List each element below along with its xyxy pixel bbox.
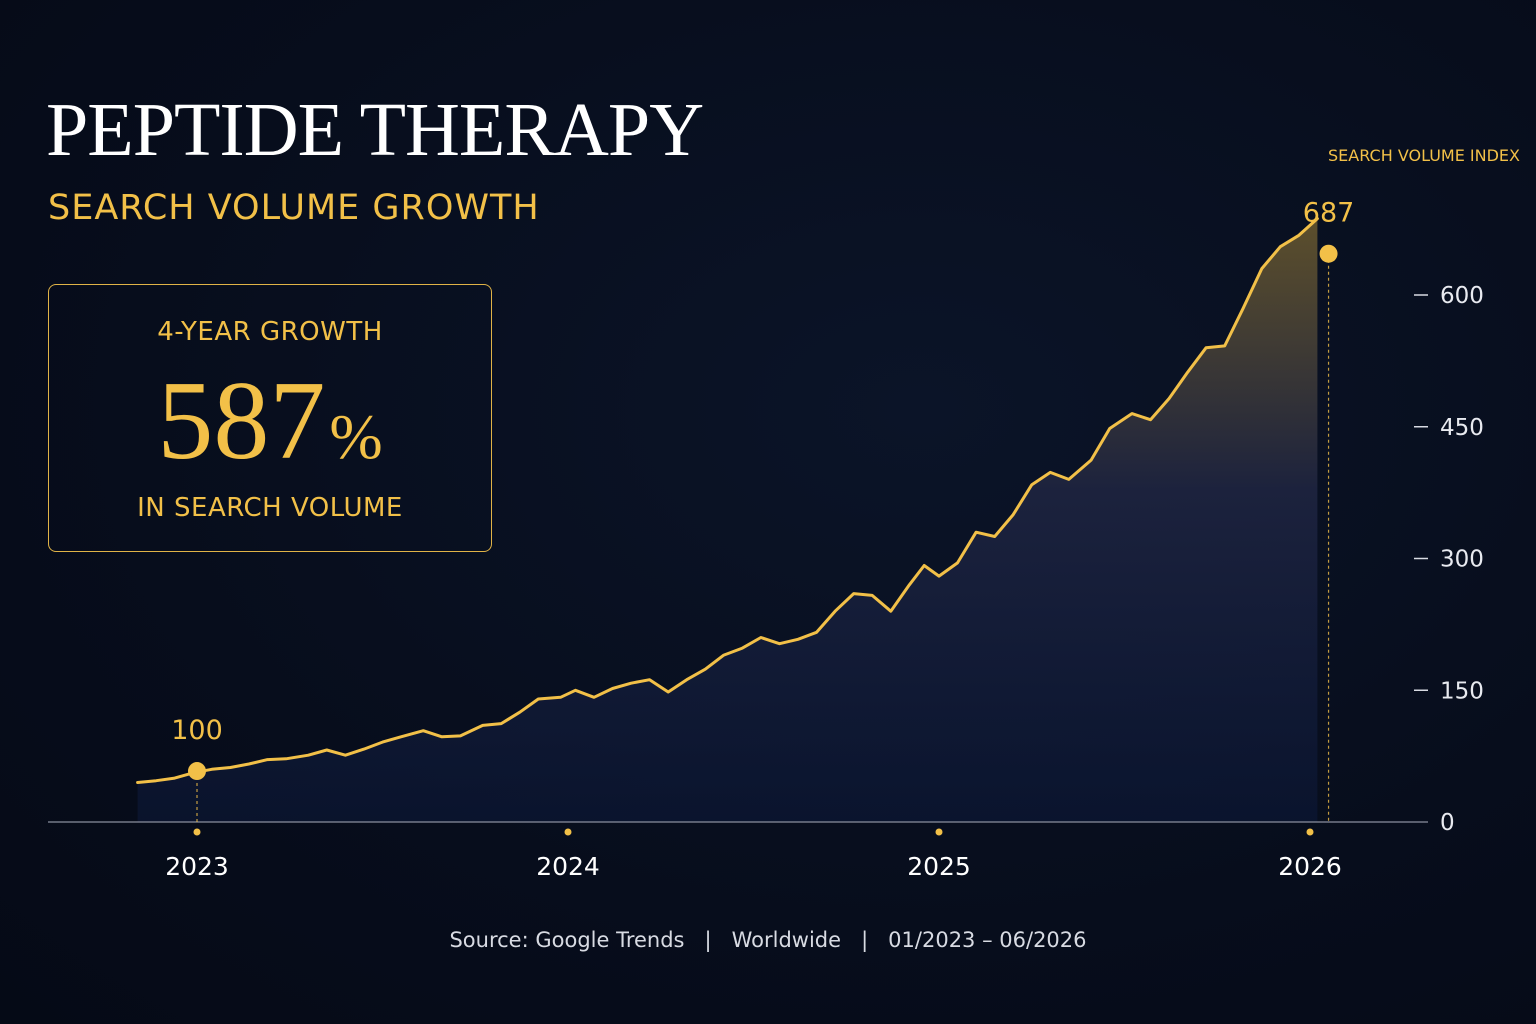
x-tick-label: 2024 — [536, 852, 600, 881]
start-value-label: 100 — [171, 715, 223, 746]
kpi-label: 4-YEAR GROWTH — [157, 317, 383, 347]
x-tick-dot — [1306, 828, 1314, 836]
kpi-unit: % — [329, 401, 383, 472]
y-tick-label: 150 — [1440, 678, 1484, 704]
y-tick-label: 600 — [1440, 283, 1484, 309]
x-tick-dot — [935, 828, 943, 836]
x-tick-dot — [193, 828, 201, 836]
y-tick-label: 0 — [1440, 810, 1455, 836]
annotation-point — [188, 762, 206, 781]
growth-kpi-card: 4-YEAR GROWTH 587% IN SEARCH VOLUME — [48, 284, 492, 552]
x-tick-label: 2026 — [1278, 852, 1342, 881]
kpi-sublabel: IN SEARCH VOLUME — [137, 493, 403, 523]
kpi-value: 587% — [49, 365, 491, 477]
source-note: Source: Google Trends | Worldwide | 01/2… — [449, 928, 1087, 952]
page-subtitle: SEARCH VOLUME GROWTH — [48, 188, 540, 228]
x-tick-label: 2025 — [907, 852, 971, 881]
y-tick-label: 300 — [1440, 547, 1484, 573]
annotation-point — [1319, 244, 1338, 263]
x-tick-dot — [564, 828, 572, 836]
x-tick-label: 2023 — [165, 852, 229, 881]
page-title: PEPTIDE THERAPY — [46, 88, 704, 172]
area-fill — [137, 218, 1318, 823]
kpi-number: 587 — [157, 359, 326, 483]
series-line — [136, 217, 1319, 784]
y-axis-label: SEARCH VOLUME INDEX — [1328, 146, 1520, 165]
end-value-label: 687 — [1303, 198, 1355, 229]
y-tick-label: 450 — [1440, 415, 1484, 441]
